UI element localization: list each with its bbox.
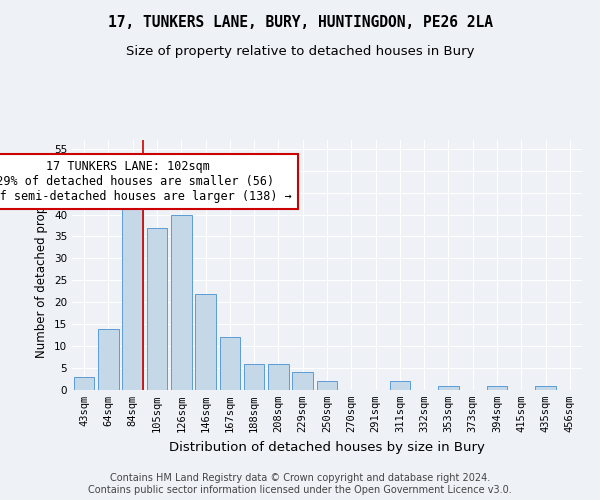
Bar (220, 338, 240, 390)
Bar (292, 372, 313, 390)
Bar (438, 386, 459, 390)
Bar (171, 214, 191, 390)
Bar (74, 377, 94, 390)
Text: Size of property relative to detached houses in Bury: Size of property relative to detached ho… (126, 45, 474, 58)
Y-axis label: Number of detached properties: Number of detached properties (35, 172, 49, 358)
Bar (268, 364, 289, 390)
Bar (535, 386, 556, 390)
Bar (487, 386, 508, 390)
Bar (122, 188, 143, 390)
Bar (195, 294, 216, 390)
Bar (244, 364, 265, 390)
Text: Contains HM Land Registry data © Crown copyright and database right 2024.
Contai: Contains HM Land Registry data © Crown c… (88, 474, 512, 495)
X-axis label: Distribution of detached houses by size in Bury: Distribution of detached houses by size … (169, 440, 485, 454)
Bar (389, 381, 410, 390)
Bar (317, 381, 337, 390)
Bar (146, 228, 167, 390)
Text: 17, TUNKERS LANE, BURY, HUNTINGDON, PE26 2LA: 17, TUNKERS LANE, BURY, HUNTINGDON, PE26… (107, 15, 493, 30)
Bar (98, 328, 119, 390)
Text: 17 TUNKERS LANE: 102sqm
← 29% of detached houses are smaller (56)
71% of semi-de: 17 TUNKERS LANE: 102sqm ← 29% of detache… (0, 160, 292, 202)
